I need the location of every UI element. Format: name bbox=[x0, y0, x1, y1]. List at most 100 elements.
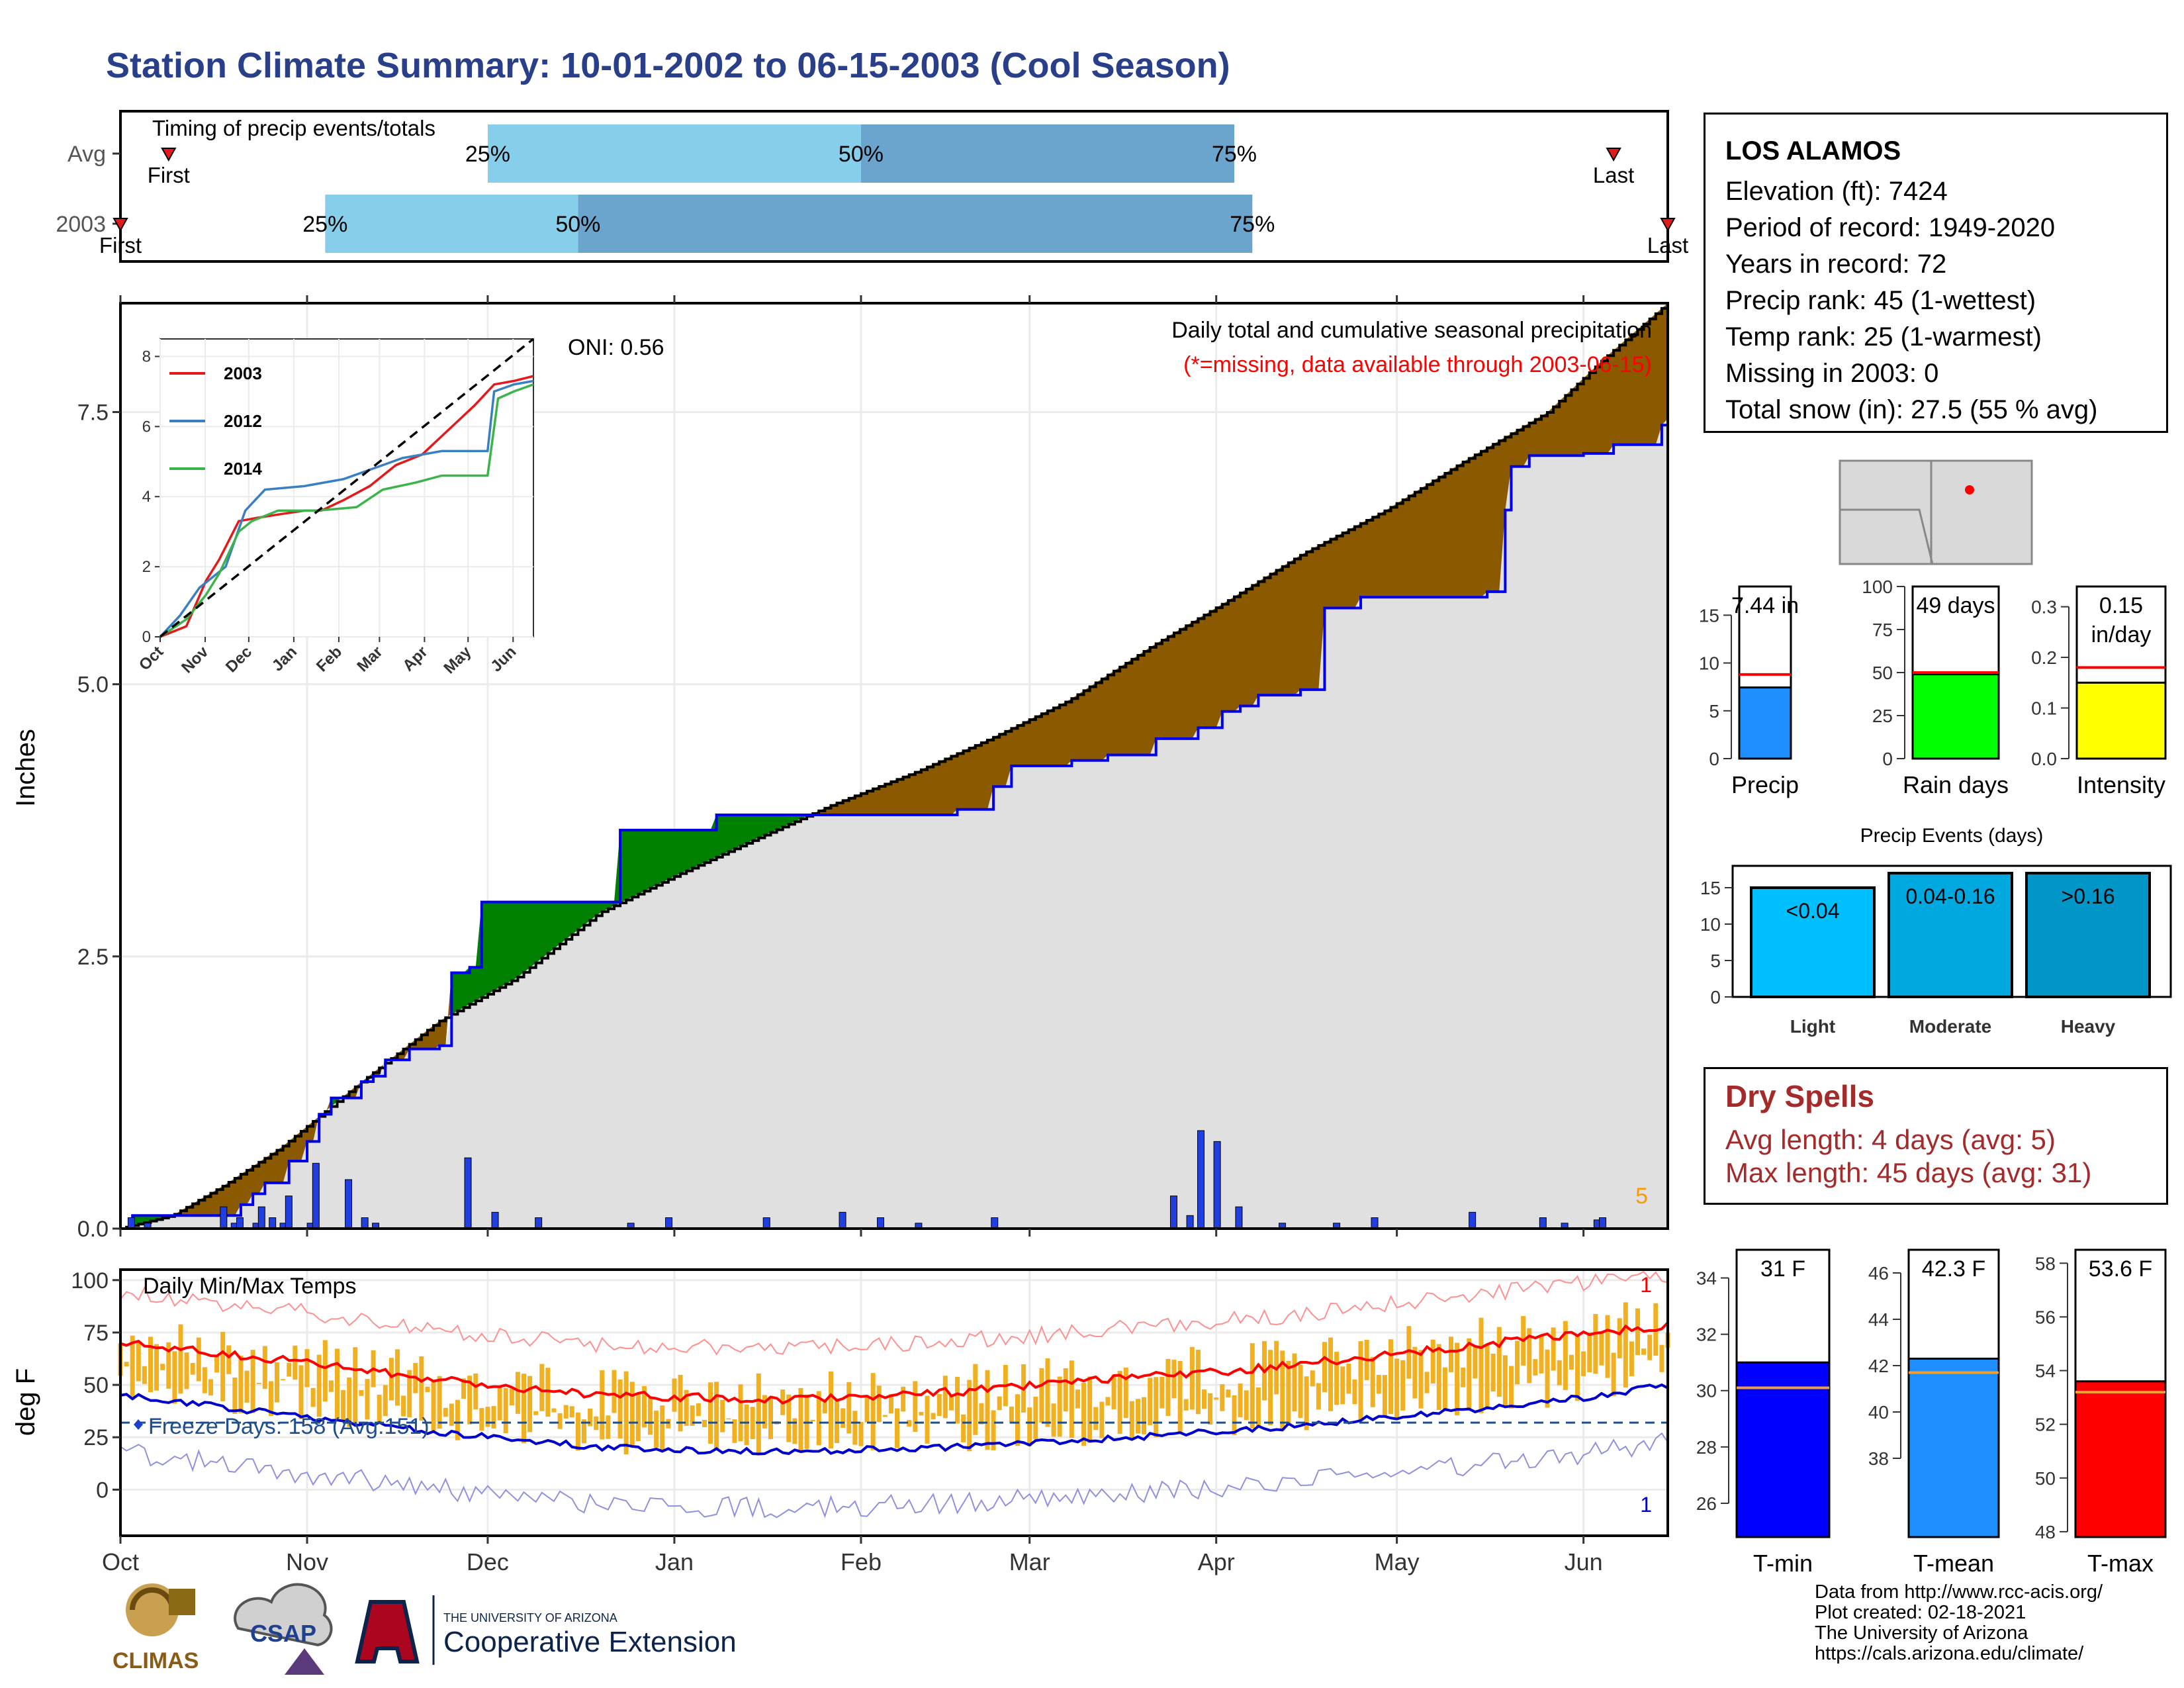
daily-precip-bar bbox=[236, 1217, 244, 1229]
daily-temp-bar bbox=[708, 1382, 713, 1444]
daily-temp-bar bbox=[1502, 1355, 1508, 1408]
temp-max-summary-ytick-label: 56 bbox=[2035, 1307, 2056, 1327]
timing-pct-label: 25% bbox=[465, 142, 510, 167]
daily-temp-bar bbox=[925, 1395, 930, 1444]
daily-temp-bar bbox=[1220, 1384, 1225, 1411]
temp-xtick-label: Feb bbox=[841, 1548, 882, 1575]
daily-precip-bar bbox=[665, 1217, 673, 1229]
credit-line: Data from http://www.rcc-acis.org/ bbox=[1815, 1581, 2103, 1603]
inset-legend-label: 2012 bbox=[224, 411, 262, 431]
daily-temp-bar bbox=[726, 1418, 731, 1420]
precip-ytick-label: 7.5 bbox=[77, 400, 109, 425]
daily-temp-bar bbox=[208, 1379, 213, 1396]
station-line: Period of record: 1949-2020 bbox=[1725, 213, 2056, 242]
daily-temp-bar bbox=[533, 1411, 539, 1415]
daily-temp-bar bbox=[1473, 1346, 1478, 1379]
daily-temp-bar bbox=[232, 1377, 238, 1414]
daily-temp-bar bbox=[1310, 1370, 1315, 1387]
daily-temp-bar bbox=[479, 1408, 484, 1431]
temp-min-summary-ytick-label: 32 bbox=[1696, 1325, 1717, 1345]
temp-panel-frame bbox=[119, 1268, 1669, 1537]
station-line: Years in record: 72 bbox=[1725, 250, 1947, 279]
daily-temp-bar bbox=[281, 1379, 286, 1381]
daily-temp-bar bbox=[1352, 1379, 1357, 1405]
daily-temp-bar bbox=[557, 1413, 563, 1429]
events-bar-label: <0.04 bbox=[1786, 899, 1840, 923]
daily-temp-bar bbox=[1039, 1368, 1044, 1423]
daily-temp-bar bbox=[870, 1373, 876, 1450]
daily-temp-bar bbox=[1394, 1358, 1400, 1417]
daily-temp-bar bbox=[901, 1386, 906, 1412]
daily-temp-bar bbox=[238, 1356, 244, 1413]
logos: CLIMAS CSAP THE UNIVERSITY OF ARIZONA Co… bbox=[113, 1583, 737, 1675]
daily-temp-bar bbox=[1551, 1327, 1556, 1371]
record-min-line bbox=[120, 1432, 1668, 1519]
daily-temp-bar bbox=[1617, 1318, 1622, 1358]
daily-temp-bar bbox=[1479, 1317, 1484, 1413]
record-high-count: 1 bbox=[1640, 1273, 1652, 1297]
daily-temp-bar bbox=[328, 1380, 334, 1392]
intensity-summary-ytick-label: 0.0 bbox=[2031, 749, 2057, 769]
daily-temp-bar bbox=[732, 1419, 737, 1443]
daily-precip-bar bbox=[535, 1217, 543, 1229]
station-line: Temp rank: 25 (1-warmest) bbox=[1725, 322, 2042, 352]
station-line: Missing in 2003: 0 bbox=[1725, 359, 1939, 388]
daily-temp-bar bbox=[298, 1365, 304, 1419]
daily-temp-bar bbox=[997, 1396, 1002, 1411]
daily-temp-bar bbox=[1442, 1367, 1447, 1412]
daily-temp-bar bbox=[816, 1391, 821, 1446]
daily-temp-bar bbox=[666, 1419, 671, 1429]
daily-temp-bar bbox=[1123, 1367, 1128, 1419]
station-location-marker bbox=[1965, 485, 1974, 494]
daily-temp-bar bbox=[684, 1389, 689, 1426]
daily-temp-bar bbox=[1569, 1354, 1574, 1370]
intensity-summary-value-label2: in/day bbox=[2091, 622, 2152, 647]
daily-temp-bar bbox=[539, 1364, 545, 1411]
intensity-summary-bar bbox=[2075, 681, 2167, 760]
daily-temp-bar bbox=[178, 1324, 183, 1394]
daily-temp-bar bbox=[335, 1348, 340, 1419]
daily-precip-bar bbox=[345, 1179, 353, 1229]
inset-series-line bbox=[159, 338, 535, 638]
credit-line: The University of Arizona bbox=[1815, 1622, 2028, 1644]
daily-precip-bar bbox=[269, 1217, 277, 1229]
daily-temp-bar bbox=[720, 1399, 725, 1432]
daily-temp-bar bbox=[190, 1362, 195, 1375]
daily-temp-bar bbox=[316, 1354, 322, 1417]
daily-temp-bar bbox=[1424, 1372, 1430, 1393]
daily-temp-bar bbox=[563, 1405, 569, 1419]
daily-precip-bar bbox=[491, 1211, 499, 1229]
raindays-summary-ytick-label: 50 bbox=[1872, 663, 1893, 683]
temp-max-summary-ytick-label: 50 bbox=[2035, 1468, 2056, 1489]
timing-first-marker bbox=[113, 218, 128, 232]
events-ytick-label: 10 bbox=[1700, 914, 1721, 935]
daily-temp-bar bbox=[1527, 1328, 1532, 1383]
state-map-border bbox=[1840, 508, 1934, 565]
daily-temp-bar bbox=[1027, 1407, 1032, 1446]
daily-temp-bar bbox=[551, 1408, 557, 1413]
daily-temp-bar bbox=[762, 1395, 767, 1429]
daily-temp-bar bbox=[491, 1406, 496, 1429]
credit-line: Plot created: 02-18-2021 bbox=[1815, 1602, 2026, 1623]
daily-precip-bar bbox=[839, 1211, 846, 1229]
credit-line: https://cals.arizona.edu/climate/ bbox=[1815, 1643, 2084, 1664]
daily-temp-bar bbox=[461, 1378, 467, 1399]
state-map bbox=[1839, 459, 2033, 565]
daily-temp-bar bbox=[1087, 1376, 1093, 1443]
daily-temp-bar bbox=[864, 1397, 870, 1423]
daily-temp-bar bbox=[383, 1385, 388, 1417]
daily-temp-bar bbox=[1611, 1352, 1616, 1397]
timing-row-label: 2003 bbox=[56, 212, 106, 237]
ua-logo-small: THE UNIVERSITY OF ARIZONA bbox=[443, 1611, 617, 1624]
daily-temp-bar bbox=[1051, 1403, 1056, 1437]
raindays-summary-title: Rain days bbox=[1903, 771, 2009, 798]
daily-temp-bar bbox=[522, 1374, 527, 1444]
daily-precip-bar bbox=[1599, 1217, 1607, 1229]
temp-mean-summary-ytick-label: 46 bbox=[1868, 1263, 1889, 1284]
daily-temp-bar bbox=[226, 1345, 232, 1374]
temp-ytick-label: 50 bbox=[83, 1373, 109, 1398]
daily-temp-bar bbox=[1412, 1346, 1418, 1399]
daily-temp-bar bbox=[641, 1385, 647, 1428]
daily-temp-bar bbox=[275, 1362, 280, 1403]
daily-precip-bar bbox=[257, 1206, 265, 1229]
